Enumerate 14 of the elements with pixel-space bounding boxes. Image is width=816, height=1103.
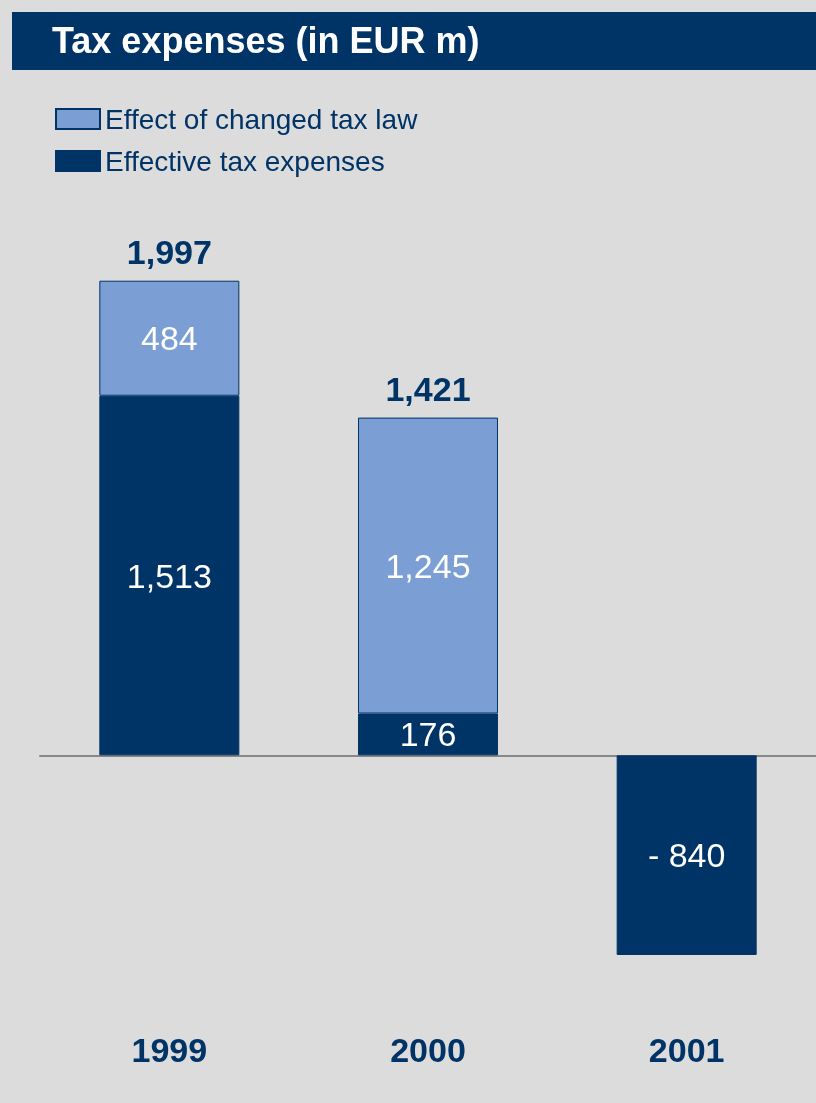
bar [616, 755, 757, 955]
legend-label: Effect of changed tax law [105, 103, 419, 135]
total-label: 1,421 [385, 369, 471, 408]
x-tick-label: 2001 [648, 1031, 725, 1069]
data-label: 1,245 [385, 546, 471, 585]
chart-title: Tax expenses (in EUR m) [12, 12, 816, 70]
data-label: 1,513 [126, 556, 212, 595]
legend-label: Effective tax expenses [105, 145, 385, 177]
total-label: 1,997 [126, 232, 212, 271]
x-tick-label: 2000 [390, 1031, 466, 1069]
x-tick-label: 1999 [131, 1031, 208, 1069]
data-label: 484 [140, 319, 198, 358]
data-label: - 840 [647, 836, 726, 875]
data-label: 176 [399, 715, 457, 754]
